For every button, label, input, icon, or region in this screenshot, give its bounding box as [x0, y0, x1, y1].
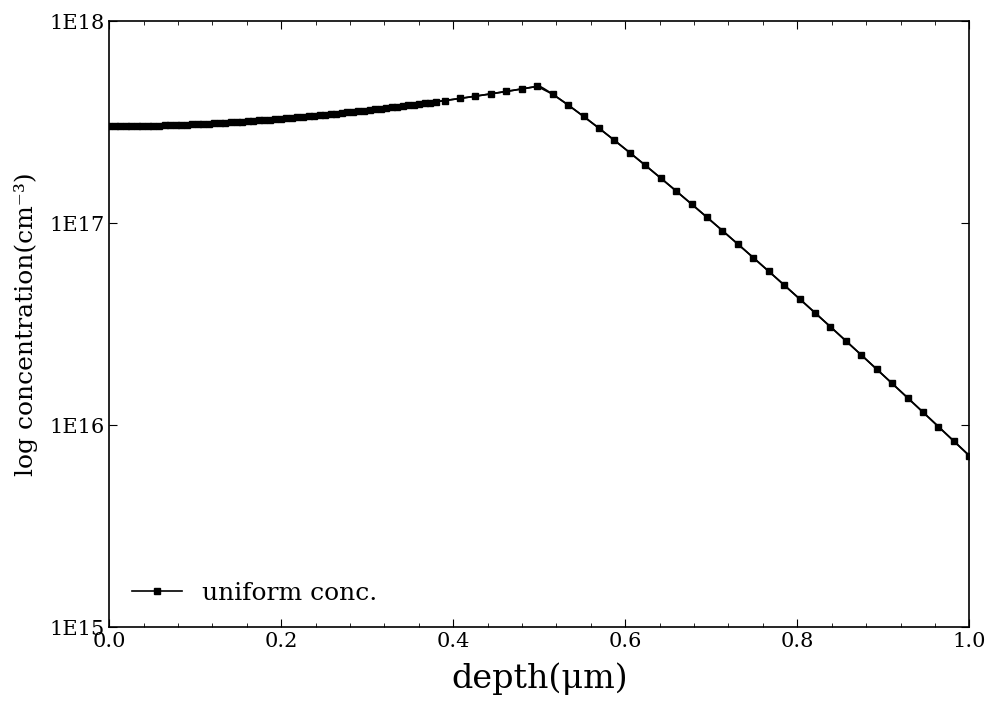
- uniform conc.: [593, 124, 605, 133]
- uniform conc.: [500, 87, 512, 96]
- uniform conc.: [608, 136, 620, 145]
- Line: uniform conc.: uniform conc.: [106, 83, 973, 459]
- uniform conc.: [531, 82, 543, 91]
- uniform conc.: [197, 120, 209, 128]
- Y-axis label: log concentration(cm⁻³): log concentration(cm⁻³): [14, 172, 38, 476]
- X-axis label: depth(μm): depth(μm): [451, 662, 628, 695]
- uniform conc.: [547, 90, 559, 99]
- uniform conc.: [103, 122, 115, 130]
- uniform conc.: [125, 122, 137, 130]
- uniform conc.: [963, 452, 975, 460]
- Legend: uniform conc.: uniform conc.: [122, 572, 387, 615]
